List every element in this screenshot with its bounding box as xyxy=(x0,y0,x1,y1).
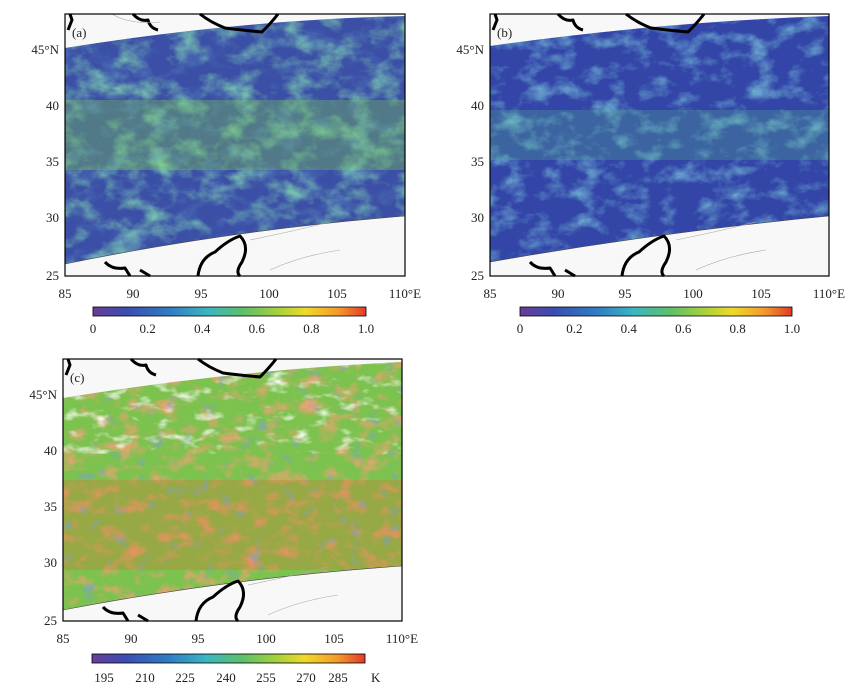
panel-a: (a) 85 90 95 100 105 110°E 45°N 40 35 30… xyxy=(31,12,422,336)
y-tick-label: 45°N xyxy=(29,387,57,402)
colorbar-tick: 255 xyxy=(256,670,276,685)
x-tick-label: 85 xyxy=(59,286,72,301)
colorbar-tick: 270 xyxy=(296,670,316,685)
colorbar-unit: K xyxy=(371,670,381,685)
colorbar-tick: 0.2 xyxy=(139,321,155,336)
swath-edge xyxy=(64,215,406,265)
y-tick-label: 25 xyxy=(471,268,484,283)
x-tick-label: 110°E xyxy=(813,286,845,301)
colorbar-tick: 0.8 xyxy=(729,321,745,336)
y-tick-label: 35 xyxy=(44,499,57,514)
colorbar-tick: 0 xyxy=(517,321,524,336)
x-tick-label: 110°E xyxy=(389,286,421,301)
swath-field xyxy=(490,16,829,262)
colorbar-tick: 0.4 xyxy=(621,321,638,336)
y-tick-label: 40 xyxy=(471,98,484,113)
x-axis: 85 90 95 100 105 110°E xyxy=(59,286,422,301)
y-axis: 45°N 40 35 30 25 xyxy=(456,42,484,283)
y-axis: 45°N 40 35 30 25 xyxy=(31,42,59,283)
colorbar: 0 0.2 0.4 0.6 0.8 1.0 xyxy=(517,306,800,336)
border-lines xyxy=(111,13,341,271)
colorbar-tick: 1.0 xyxy=(358,321,374,336)
x-axis: 85 90 95 100 105 110°E xyxy=(484,286,846,301)
y-tick-label: 45°N xyxy=(31,42,59,57)
x-tick-label: 95 xyxy=(192,631,205,646)
x-tick-label: 85 xyxy=(484,286,497,301)
colorbar: 195 210 225 240 255 270 285 K xyxy=(91,653,381,685)
x-tick-label: 95 xyxy=(619,286,632,301)
panel-label: (a) xyxy=(72,25,86,40)
x-axis: 85 90 95 100 105 110°E xyxy=(57,631,419,646)
y-tick-label: 30 xyxy=(471,210,484,225)
x-tick-label: 105 xyxy=(751,286,771,301)
border-lines xyxy=(247,566,339,616)
panel-label: (b) xyxy=(497,25,512,40)
colorbar-tick: 0.2 xyxy=(566,321,582,336)
colorbar-ramp xyxy=(92,306,367,317)
coastline xyxy=(64,357,278,623)
border-lines xyxy=(675,221,767,271)
map-frame xyxy=(489,13,830,277)
colorbar-tick: 0.6 xyxy=(675,321,692,336)
x-tick-label: 100 xyxy=(259,286,279,301)
colorbar-tick: 285 xyxy=(328,670,348,685)
y-tick-label: 40 xyxy=(46,98,59,113)
colorbar-tick: 0.6 xyxy=(249,321,266,336)
swath-field xyxy=(65,16,405,264)
y-axis: 45°N 40 35 30 25 xyxy=(29,387,57,628)
y-tick-label: 25 xyxy=(44,613,57,628)
map-frame xyxy=(62,358,403,622)
x-tick-label: 95 xyxy=(195,286,208,301)
x-tick-label: 105 xyxy=(324,631,344,646)
x-tick-label: 105 xyxy=(327,286,347,301)
colorbar-tick: 240 xyxy=(216,670,236,685)
swath-edge xyxy=(489,215,830,263)
y-tick-label: 35 xyxy=(46,154,59,169)
panel-c: (c) 85 90 95 100 105 110°E 45°N 40 35 30… xyxy=(29,357,419,685)
colorbar-tick: 0.8 xyxy=(303,321,319,336)
colorbar-tick: 210 xyxy=(135,670,155,685)
y-tick-label: 45°N xyxy=(456,42,484,57)
coastline xyxy=(491,12,706,278)
x-tick-label: 90 xyxy=(125,631,138,646)
panel-b: (b) 85 90 95 100 105 110°E 45°N 40 35 30… xyxy=(456,12,846,336)
y-tick-label: 40 xyxy=(44,443,57,458)
colorbar-tick: 195 xyxy=(94,670,114,685)
y-tick-label: 35 xyxy=(471,154,484,169)
x-tick-label: 100 xyxy=(683,286,703,301)
colorbar-tick: 0.4 xyxy=(194,321,211,336)
map-frame xyxy=(64,13,406,277)
y-tick-label: 30 xyxy=(44,555,57,570)
colorbar-tick: 225 xyxy=(175,670,195,685)
swath-field xyxy=(63,362,402,610)
colorbar-ramp xyxy=(519,306,793,317)
colorbar-ramp xyxy=(91,653,366,664)
colorbar: 0 0.2 0.4 0.6 0.8 1.0 xyxy=(90,306,374,336)
x-tick-label: 110°E xyxy=(386,631,418,646)
x-tick-label: 90 xyxy=(127,286,140,301)
y-tick-label: 25 xyxy=(46,268,59,283)
colorbar-tick: 0 xyxy=(90,321,97,336)
coastline xyxy=(66,12,280,278)
x-tick-label: 90 xyxy=(552,286,565,301)
y-tick-label: 30 xyxy=(46,210,59,225)
colorbar-tick: 1.0 xyxy=(784,321,800,336)
x-tick-label: 100 xyxy=(256,631,276,646)
x-tick-label: 85 xyxy=(57,631,70,646)
panel-label: (c) xyxy=(70,370,84,385)
